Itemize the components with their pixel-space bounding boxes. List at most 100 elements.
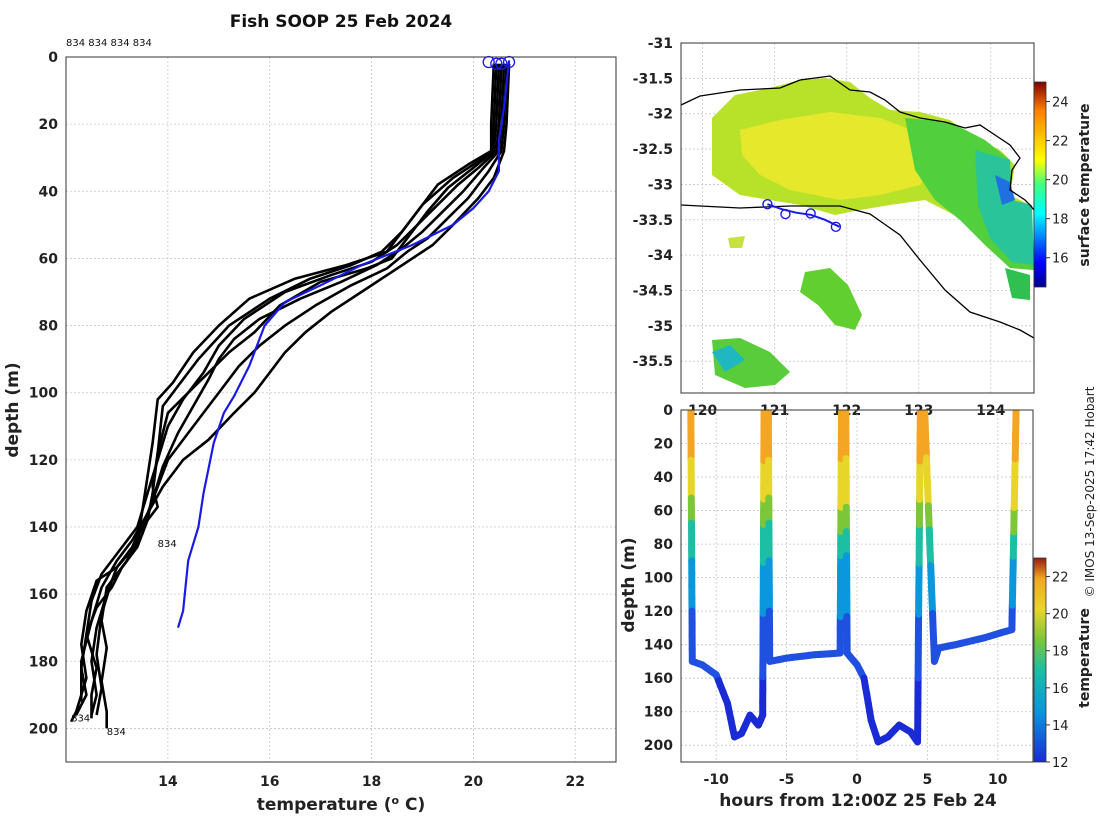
section-x-tick-label: -5 <box>779 772 795 788</box>
section-x-tick-label: -10 <box>704 772 730 788</box>
map-lat-tick-label: -33.5 <box>633 213 673 229</box>
temperature-colorbar-label: temperature <box>1077 608 1093 708</box>
coastline <box>681 75 1034 339</box>
top-profile-label: 834 834 834 834 <box>66 38 152 49</box>
y-tick-label: 120 <box>29 453 58 469</box>
y-tick-label: 180 <box>29 654 58 670</box>
profile-label: 834 <box>107 727 126 738</box>
section-ylabel: depth (m) <box>619 537 639 632</box>
y-tick-label: 80 <box>39 319 59 335</box>
surface-marker <box>495 57 508 70</box>
track-marker <box>830 221 842 233</box>
y-tick-label: 160 <box>29 587 58 603</box>
sst-colorbar-label: surface temperature <box>1077 103 1093 266</box>
map-lat-tick-label: -32.5 <box>633 142 673 158</box>
profile-ylabel: depth (m) <box>3 362 23 457</box>
map-lat-tick-label: -35.5 <box>633 354 673 370</box>
section-x-tick-label: 10 <box>988 772 1008 788</box>
y-tick-label: 200 <box>29 721 58 737</box>
y-tick-label: 0 <box>48 50 58 66</box>
map-lon-tick-label: 124 <box>976 403 1005 419</box>
map-lat-tick-label: -33 <box>648 177 673 193</box>
section-y-tick-label: 100 <box>644 571 673 587</box>
sst-colorbar-tick-label: 20 <box>1052 174 1069 189</box>
section-y-tick-label: 20 <box>654 437 674 453</box>
section-y-tick-label: 160 <box>644 671 673 687</box>
profile-5-line <box>90 63 508 716</box>
y-tick-label: 140 <box>29 520 58 536</box>
profile-labels: 834 834 834 <box>71 539 177 738</box>
map-lat-tick-label: -32 <box>648 107 673 123</box>
temperature-colorbar-ticks: 12 14 16 18 20 22 <box>1046 571 1069 771</box>
temperature-colorbar-tick-label: 20 <box>1052 608 1069 623</box>
map-panel: -31 -31.5 -32 -32.5 -33 -33.5 -34 -34.5 -35 -35.5… <box>633 36 1093 419</box>
section-grid <box>681 409 1033 762</box>
profile-6-line <box>80 63 511 702</box>
ship-track <box>762 199 842 233</box>
section-y-tick-label: 60 <box>654 504 674 520</box>
temperature-colorbar-tick-label: 16 <box>1052 682 1069 697</box>
section-y-tick-label: 120 <box>644 604 673 620</box>
x-tick-label: 22 <box>566 774 585 790</box>
x-tick-label: 16 <box>260 774 279 790</box>
temperature-colorbar-tick-label: 22 <box>1052 571 1069 586</box>
x-tick-label: 14 <box>158 774 178 790</box>
x-tick-label: 18 <box>362 774 381 790</box>
map-lat-tick-label: -34.5 <box>633 283 673 299</box>
map-lat-tick-label: -31.5 <box>633 71 673 87</box>
y-tick-label: 100 <box>29 386 58 402</box>
sst-colorbar-ticks: 16 18 20 22 24 <box>1046 96 1069 267</box>
profile-xlabel: temperature (o C) <box>257 794 426 816</box>
profile-title: Fish SOOP 25 Feb 2024 <box>230 12 453 32</box>
y-tick-label: 40 <box>39 184 59 200</box>
surface-marker <box>490 57 503 70</box>
track-marker <box>780 208 791 220</box>
section-y-tick-label: 0 <box>663 403 673 419</box>
section-x-tick-label: 0 <box>852 772 862 788</box>
profile-frame <box>65 56 617 763</box>
section-x-tick-label: 5 <box>923 772 933 788</box>
profile-label: 834 <box>158 539 177 550</box>
xbt-blue-line <box>176 60 511 629</box>
temperature-colorbar-tick-label: 12 <box>1052 756 1069 771</box>
profile-series <box>69 60 511 729</box>
y-tick-label: 20 <box>39 117 59 133</box>
surface-marker <box>482 55 495 69</box>
sst-colorbar-tick-label: 18 <box>1052 213 1069 228</box>
profile-label: 834 <box>71 714 90 725</box>
section-y-tick-label: 40 <box>654 470 674 486</box>
section-xlabel: hours from 12:00Z 25 Feb 24 <box>719 791 997 811</box>
sst-colorbar-tick-label: 22 <box>1052 135 1069 150</box>
profile-grid <box>66 56 616 762</box>
map-lon-tick-label: 120 <box>688 403 717 419</box>
sst-colorbar-tick-label: 24 <box>1052 96 1069 111</box>
y-tick-label: 60 <box>39 251 59 267</box>
profile-3-line <box>85 63 503 719</box>
section-y-tick-label: 200 <box>644 738 673 754</box>
credit-text: © IMOS 13-Sep-2025 17:42 Hobart <box>1083 386 1097 597</box>
profile-4-line <box>95 63 506 716</box>
temperature-colorbar-tick-label: 18 <box>1052 645 1069 660</box>
profile-1-line <box>69 63 496 723</box>
profile-panel: Fish SOOP 25 Feb 2024 834 834 834 834 14… <box>3 12 617 816</box>
section-y-tick-label: 80 <box>654 537 674 553</box>
map-lat-tick-label: -34 <box>648 248 674 264</box>
profile-ticks: 14 16 18 20 22 0 20 40 60 80 100 120 140 160 180 200 <box>29 50 585 790</box>
profile-7-line <box>75 63 498 716</box>
track-marker <box>762 199 773 210</box>
temperature-colorbar <box>1033 557 1047 763</box>
track-line <box>767 203 840 228</box>
x-tick-label: 20 <box>464 774 484 790</box>
section-y-tick-label: 140 <box>644 638 673 654</box>
map-lat-tick-label: -31 <box>648 36 673 52</box>
section-series <box>687 410 1020 746</box>
sst-field <box>712 78 1034 388</box>
sst-colorbar <box>1033 81 1047 288</box>
temperature-colorbar-tick-label: 14 <box>1052 719 1069 734</box>
map-lat-tick-label: -35 <box>648 319 673 335</box>
sst-colorbar-tick-label: 16 <box>1052 252 1069 267</box>
section-frame <box>680 409 1034 763</box>
